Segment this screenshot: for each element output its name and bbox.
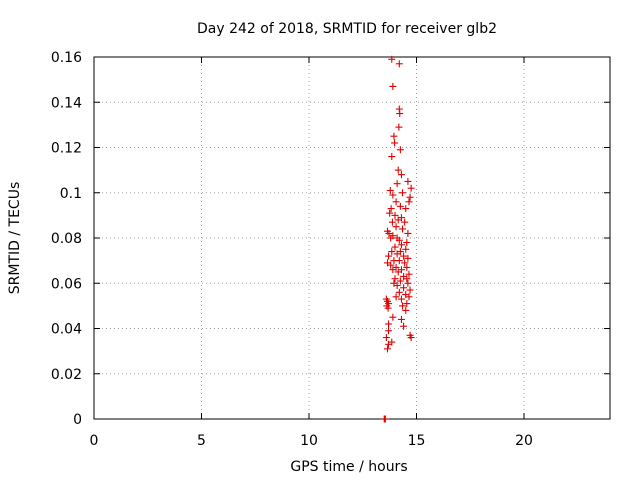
data-point	[394, 268, 402, 276]
y-tick-label: 0.06	[51, 276, 82, 292]
y-tick-label: 0.1	[60, 186, 82, 202]
y-axis-title: SRMTID / TECUs	[7, 182, 23, 295]
data-point	[402, 306, 410, 314]
data-point	[395, 257, 403, 265]
x-tick-label: 5	[197, 433, 206, 449]
data-point	[407, 334, 415, 342]
x-axis-ticks: 0 5 10 15 20	[90, 57, 533, 449]
data-point	[399, 302, 407, 310]
data-point	[385, 320, 393, 328]
data-point	[396, 277, 404, 285]
data-point	[389, 82, 397, 90]
data-point	[385, 252, 393, 260]
x-tick-label: 0	[90, 433, 99, 449]
data-point	[389, 313, 397, 321]
data-point	[389, 191, 397, 199]
data-point	[400, 322, 408, 330]
data-point	[395, 288, 403, 296]
data-point	[391, 211, 399, 219]
chart-title: Day 242 of 2018, SRMTID for receiver glb…	[197, 21, 497, 37]
data-point	[404, 254, 412, 262]
data-point	[395, 60, 403, 68]
x-axis-title: GPS time / hours	[290, 459, 407, 475]
data-point	[394, 216, 402, 224]
data-point	[396, 110, 404, 118]
data-point	[397, 241, 405, 249]
data-point	[383, 345, 391, 353]
data-point	[386, 209, 394, 217]
grid-lines	[94, 57, 610, 419]
data-point	[392, 293, 400, 301]
data-point	[406, 286, 414, 294]
data-point	[397, 315, 405, 323]
data-point	[402, 205, 410, 213]
data-point	[385, 229, 393, 237]
data-point	[401, 259, 409, 267]
data-point	[387, 205, 395, 213]
y-tick-label: 0.08	[51, 231, 82, 247]
data-point	[393, 250, 401, 258]
data-point	[393, 180, 401, 188]
y-tick-label: 0.14	[51, 95, 82, 111]
data-point	[406, 193, 414, 201]
data-point	[392, 223, 400, 231]
data-point	[388, 218, 396, 226]
y-tick-label: 0	[73, 412, 82, 428]
y-axis-ticks: 0 0.02 0.04 0.06 0.08 0.1 0.12 0.14 0.16	[51, 50, 610, 428]
data-point	[386, 186, 394, 194]
data-point-zero	[381, 415, 389, 423]
data-point	[387, 234, 395, 242]
data-point	[384, 304, 392, 312]
data-point	[405, 198, 413, 206]
data-point	[382, 334, 390, 342]
data-point	[390, 132, 398, 140]
data-point	[388, 248, 396, 256]
data-point	[385, 340, 393, 348]
data-point	[394, 166, 402, 174]
x-tick-label: 10	[300, 433, 318, 449]
data-point	[397, 295, 405, 303]
y-tick-label: 0.12	[51, 141, 82, 157]
data-point	[403, 275, 411, 283]
data-point	[404, 177, 412, 185]
data-point	[388, 55, 396, 63]
data-point	[388, 153, 396, 161]
data-point	[400, 284, 408, 292]
data-points	[380, 55, 415, 423]
plot-frame	[93, 56, 611, 420]
data-point	[405, 270, 413, 278]
data-point	[391, 243, 399, 251]
data-point	[407, 184, 415, 192]
data-point	[403, 300, 411, 308]
x-tick-label: 20	[515, 433, 533, 449]
data-point	[385, 327, 393, 335]
data-point	[391, 139, 399, 147]
data-point	[393, 282, 401, 290]
y-tick-label: 0.02	[51, 367, 82, 383]
data-point	[399, 225, 407, 233]
data-point	[396, 202, 404, 210]
data-point	[395, 236, 403, 244]
data-point	[402, 245, 410, 253]
data-point	[403, 263, 411, 271]
data-point	[404, 229, 412, 237]
data-point	[399, 189, 407, 197]
data-point	[400, 252, 408, 260]
data-point	[392, 198, 400, 206]
data-point	[403, 239, 411, 247]
data-point	[401, 218, 409, 226]
data-point	[405, 293, 413, 301]
data-point	[404, 279, 412, 287]
data-point	[391, 275, 399, 283]
y-tick-label: 0.16	[51, 50, 82, 66]
data-point	[387, 261, 395, 269]
data-point	[396, 146, 404, 154]
x-tick-label: 15	[408, 433, 426, 449]
y-tick-label: 0.04	[51, 322, 82, 338]
data-point	[395, 123, 403, 131]
data-point	[389, 266, 397, 274]
data-point	[397, 171, 405, 179]
